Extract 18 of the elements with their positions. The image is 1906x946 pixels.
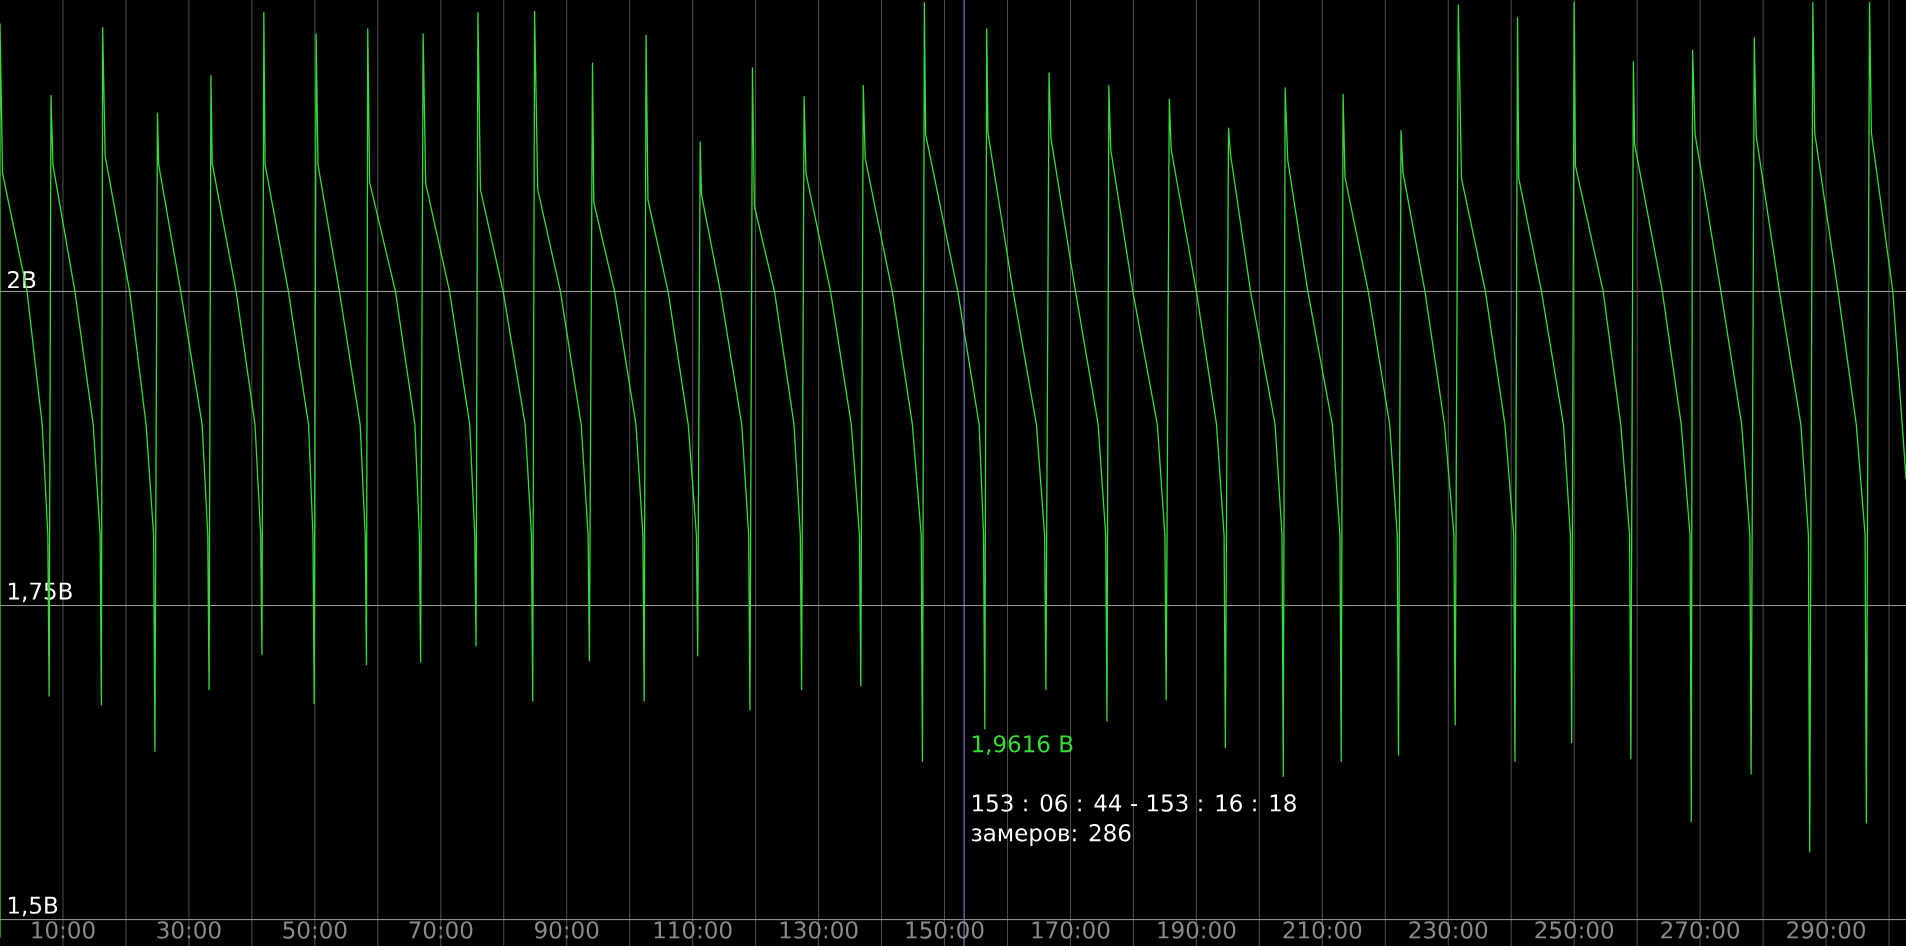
x-tick-label: 170:00 [1032,921,1110,939]
annotation: 153 : 06 : 44 - 153 : 16 : 18 [973,794,1296,812]
x-tick-label: 50:00 [283,921,347,939]
x-tick-label: 110:00 [654,921,732,939]
x-tick-label: 210:00 [1283,921,1362,939]
x-tick-label: 70:00 [409,921,473,939]
x-tick-label: 30:00 [157,921,221,939]
x-tick-label: 90:00 [535,921,599,939]
annotation: замеров: 286 [971,824,1131,846]
x-tick-label: 130:00 [780,921,858,939]
x-tick-label: 230:00 [1409,921,1488,939]
y-tick-label: 1,5В [8,896,58,917]
annotation: 1,9616 В [973,735,1073,755]
x-tick-label: 290:00 [1787,921,1865,939]
x-tick-label: 270:00 [1661,921,1740,939]
x-tick-label: 10:00 [32,921,95,939]
x-tick-label: 190:00 [1158,921,1236,939]
x-tick-label: 250:00 [1535,921,1614,939]
